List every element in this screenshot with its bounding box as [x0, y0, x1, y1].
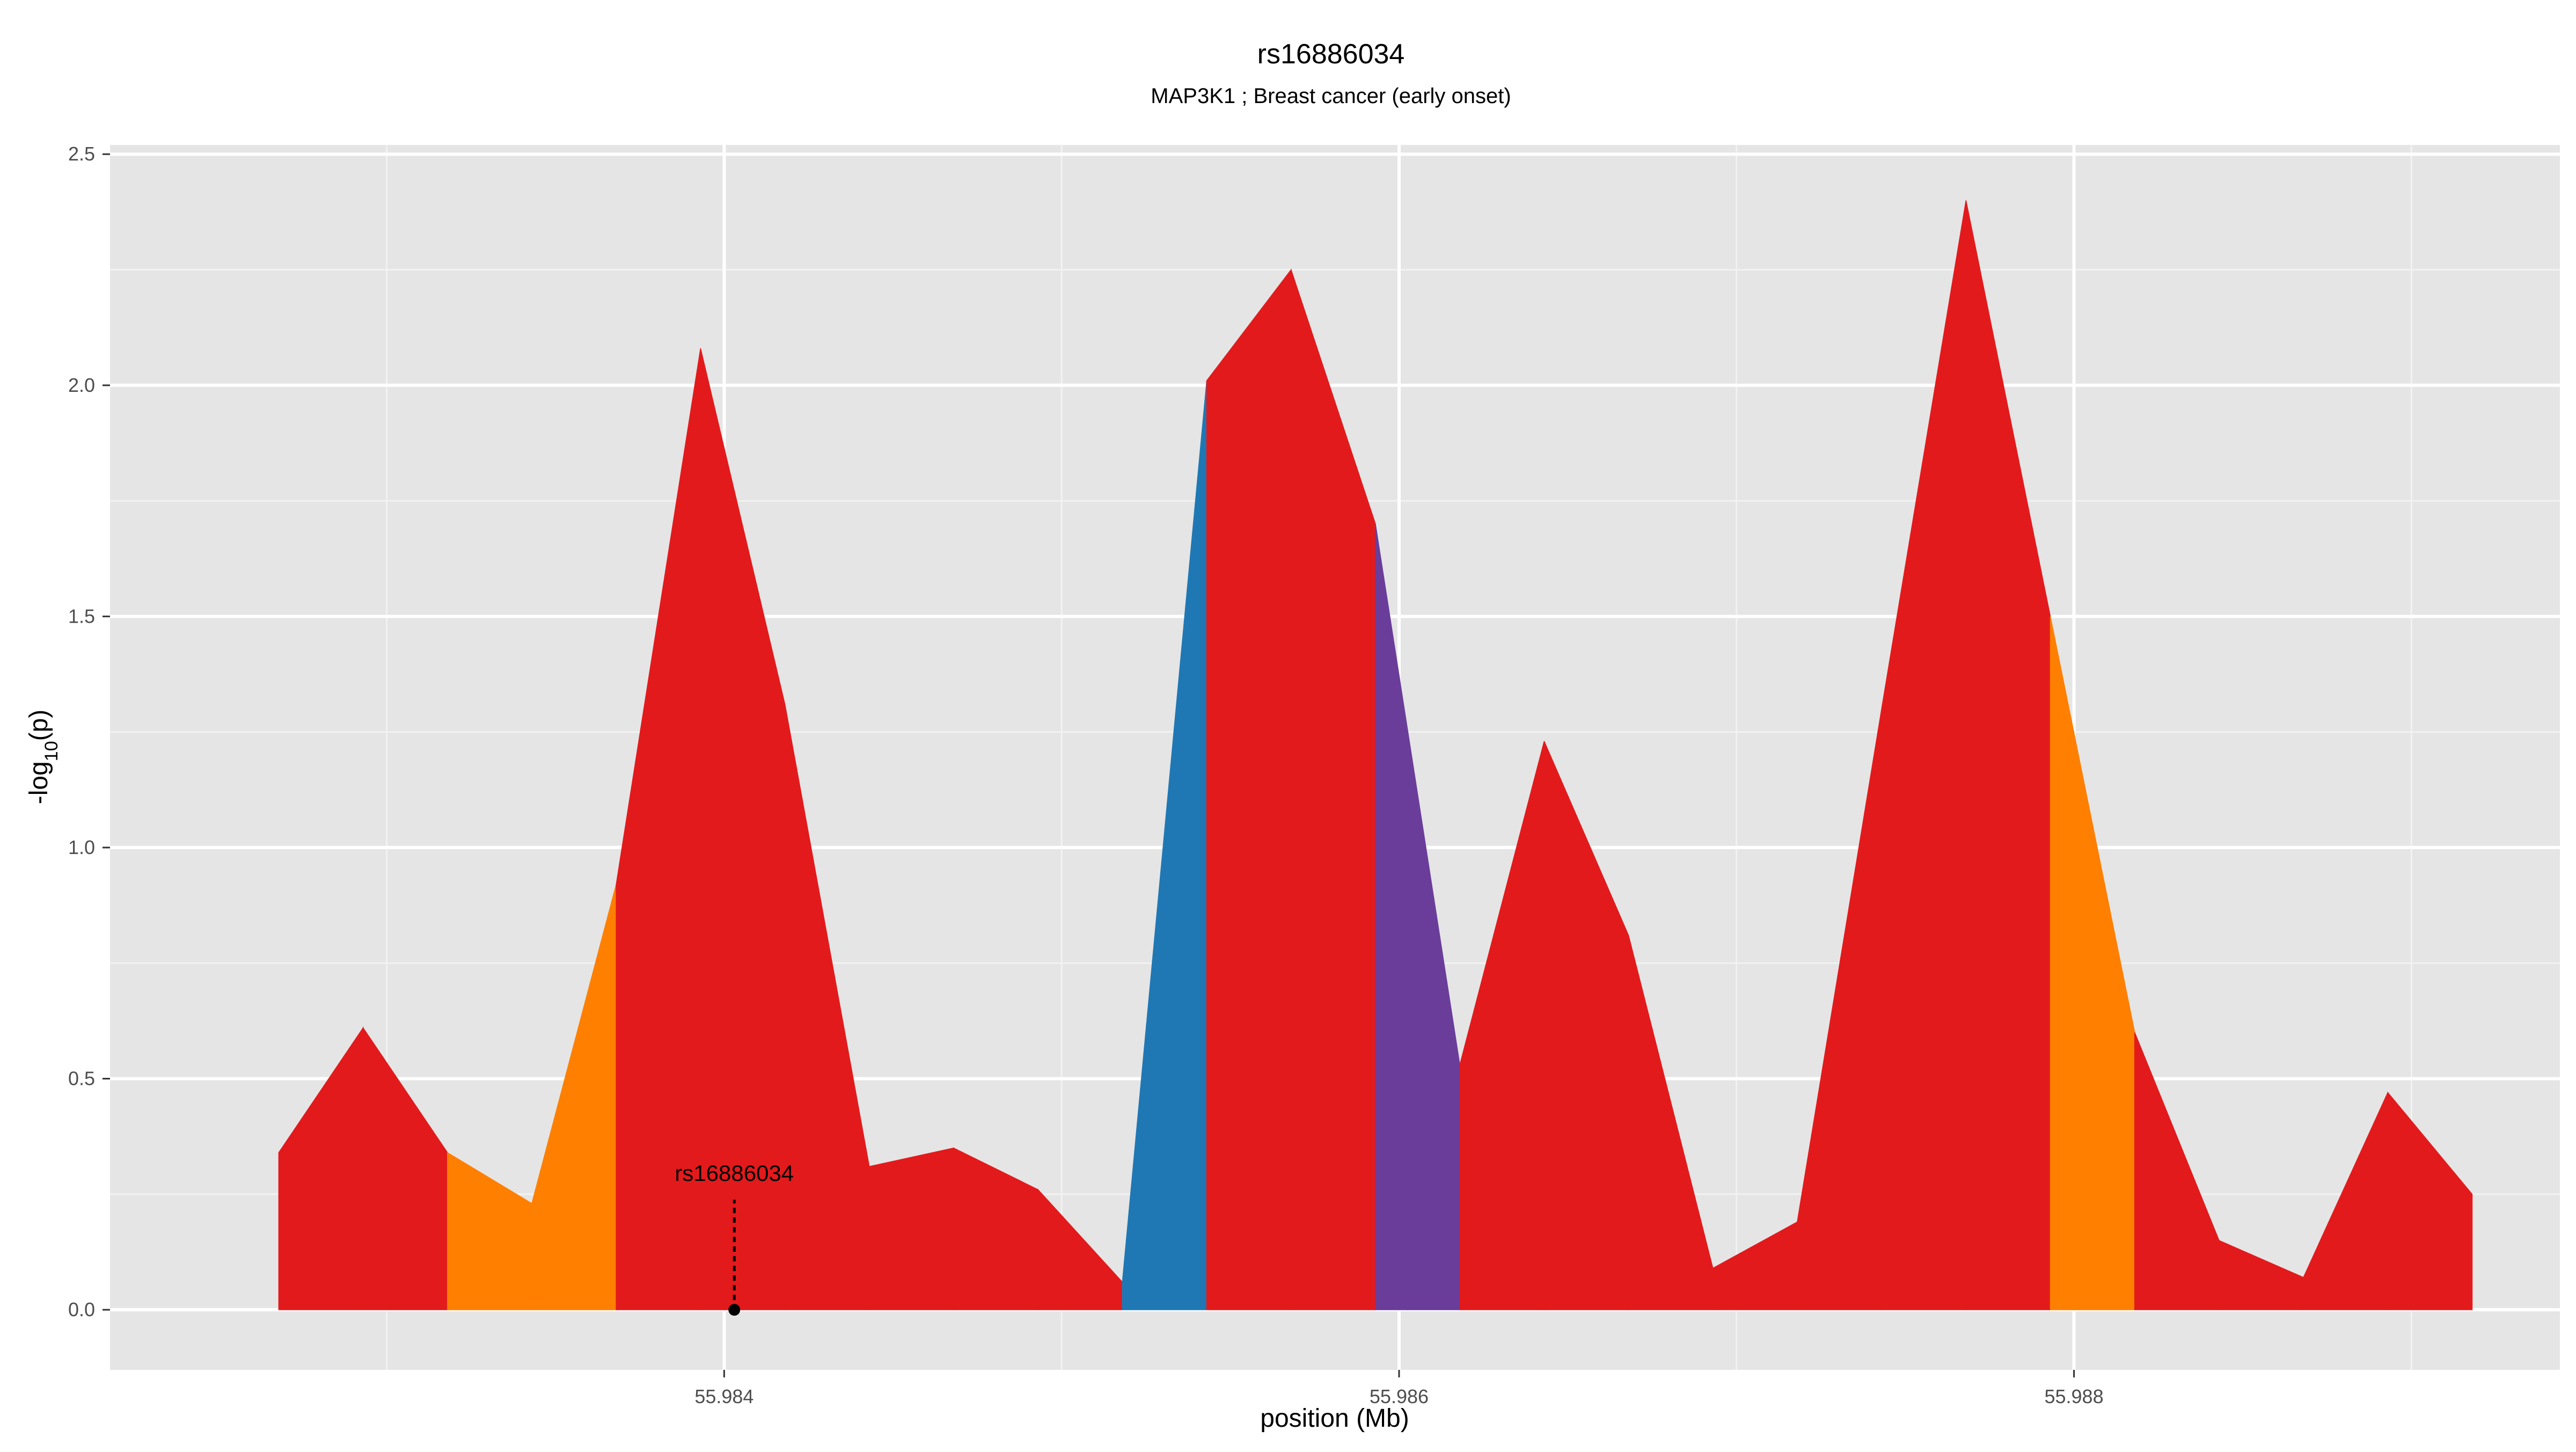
x-axis: 55.984 55.986 55.988 [694, 1370, 2104, 1407]
y-tick-label: 2.5 [68, 143, 95, 165]
area-series [278, 200, 2473, 1310]
y-tick-label: 0.0 [68, 1298, 95, 1320]
area-segment [1206, 268, 1292, 1310]
x-axis-title: position (Mb) [1260, 1404, 1409, 1433]
y-tick-label: 1.0 [68, 836, 95, 858]
x-tick-label: 55.988 [2044, 1385, 2103, 1407]
y-tick-label: 0.5 [68, 1067, 95, 1089]
y-axis-title: -log10(p) [25, 710, 62, 805]
x-tick-label: 55.986 [1370, 1385, 1429, 1407]
annotation-point [728, 1304, 741, 1316]
x-tick-label: 55.984 [694, 1385, 753, 1407]
y-axis-title-suffix: (p) [25, 710, 53, 741]
y-tick-label: 2.0 [68, 374, 95, 396]
area-segment [869, 1147, 954, 1310]
area-segment [2387, 1091, 2473, 1310]
y-axis-title-subscript: 10 [41, 741, 62, 761]
annotation-label: rs16886034 [675, 1161, 794, 1186]
y-axis-title-prefix: -log [25, 761, 53, 804]
y-axis: 0.0 0.5 1.0 1.5 2.0 2.5 [68, 143, 110, 1320]
chart-subtitle: MAP3K1 ; Breast cancer (early onset) [1151, 84, 1511, 108]
chart-title: rs16886034 [1257, 39, 1405, 70]
y-tick-label: 1.5 [68, 605, 95, 627]
annotation: rs16886034 [675, 1161, 794, 1316]
